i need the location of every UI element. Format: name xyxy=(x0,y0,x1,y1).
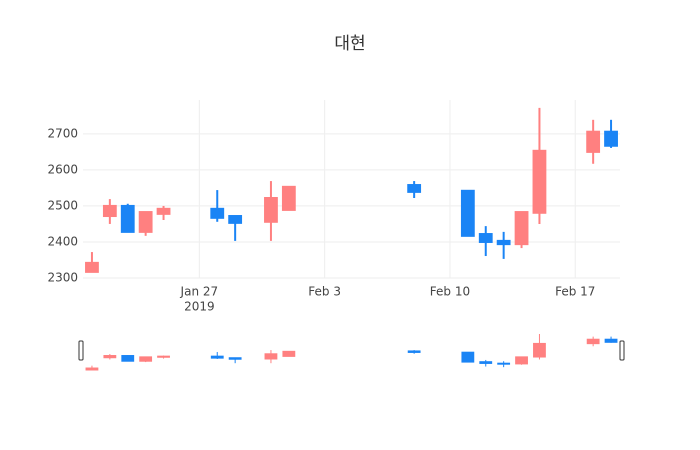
y-tick-label: 2500 xyxy=(47,198,78,212)
x-tick-label: Feb 10 xyxy=(430,285,470,299)
candle-body xyxy=(264,197,278,223)
candle-body xyxy=(121,355,135,362)
candle-body xyxy=(85,367,99,371)
candle-body xyxy=(120,204,135,233)
candle-body xyxy=(210,207,225,219)
candle-body xyxy=(103,355,117,359)
candle-body xyxy=(407,350,421,353)
x-tick-label: Feb 3 xyxy=(308,285,341,299)
candle-body xyxy=(604,130,618,147)
candle-body xyxy=(515,356,528,365)
candle-body xyxy=(102,204,117,218)
candle-body xyxy=(407,184,422,193)
candle-body xyxy=(532,149,547,214)
candle-body xyxy=(156,207,171,215)
candle-body xyxy=(478,233,493,243)
candle-body xyxy=(460,189,475,237)
candle-body xyxy=(210,355,224,359)
range-handle[interactable] xyxy=(619,340,625,361)
candle-body xyxy=(228,357,242,360)
candle-body xyxy=(281,185,296,211)
y-tick-label: 2700 xyxy=(47,126,78,140)
y-tick-label: 2600 xyxy=(47,162,78,176)
y-tick-label: 2400 xyxy=(47,234,78,248)
x-tick-label: Feb 17 xyxy=(555,285,595,299)
candle-body xyxy=(264,353,278,360)
candle-body xyxy=(586,130,601,153)
candle-body xyxy=(282,350,296,357)
candle-body xyxy=(139,356,153,362)
candle-body xyxy=(157,355,170,358)
candle-body xyxy=(496,239,511,246)
candle-body xyxy=(514,211,529,246)
candle-body xyxy=(479,361,493,364)
candle-body xyxy=(461,351,475,363)
x-tick-label: Jan 27 xyxy=(180,285,219,299)
range-handle[interactable] xyxy=(78,340,84,361)
candle-body xyxy=(228,215,243,224)
candle-body xyxy=(533,342,546,358)
candle-body xyxy=(85,261,99,273)
x-year-label: 2019 xyxy=(184,300,215,314)
candle-body xyxy=(604,338,618,343)
candle-body xyxy=(586,338,600,345)
y-tick-label: 2300 xyxy=(47,271,78,285)
chart-title: 대현 xyxy=(334,34,365,54)
candle-body xyxy=(497,362,511,365)
candle-body xyxy=(138,211,153,233)
